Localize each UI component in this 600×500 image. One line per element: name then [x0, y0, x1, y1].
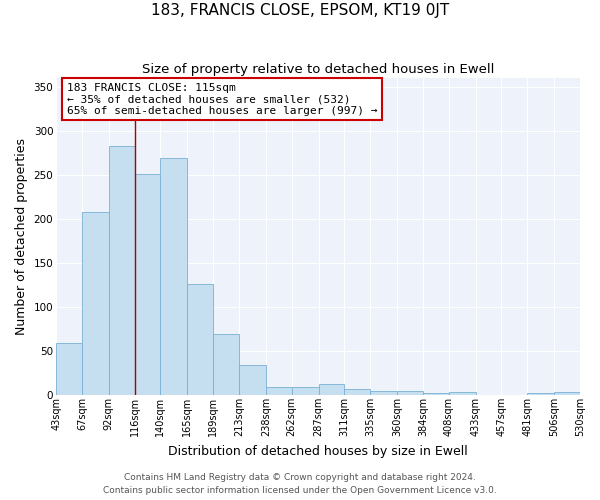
Bar: [134, 174, 160, 396]
Bar: [160, 158, 187, 396]
Text: 183 FRANCIS CLOSE: 115sqm
← 35% of detached houses are smaller (532)
65% of semi: 183 FRANCIS CLOSE: 115sqm ← 35% of detac…: [67, 83, 377, 116]
Bar: [423, 393, 449, 396]
X-axis label: Distribution of detached houses by size in Ewell: Distribution of detached houses by size …: [168, 444, 468, 458]
Bar: [370, 391, 397, 396]
Bar: [56, 344, 82, 396]
Bar: [109, 146, 134, 396]
Bar: [82, 212, 109, 396]
Bar: [187, 284, 213, 396]
Bar: [449, 392, 476, 396]
Text: 183, FRANCIS CLOSE, EPSOM, KT19 0JT: 183, FRANCIS CLOSE, EPSOM, KT19 0JT: [151, 2, 449, 18]
Bar: [319, 384, 344, 396]
Bar: [502, 394, 527, 396]
Bar: [266, 388, 292, 396]
Bar: [213, 334, 239, 396]
Bar: [527, 393, 554, 396]
Bar: [292, 388, 319, 396]
Bar: [397, 391, 423, 396]
Bar: [554, 392, 580, 396]
Y-axis label: Number of detached properties: Number of detached properties: [15, 138, 28, 335]
Title: Size of property relative to detached houses in Ewell: Size of property relative to detached ho…: [142, 62, 494, 76]
Bar: [344, 389, 370, 396]
Text: Contains HM Land Registry data © Crown copyright and database right 2024.
Contai: Contains HM Land Registry data © Crown c…: [103, 474, 497, 495]
Bar: [239, 364, 266, 396]
